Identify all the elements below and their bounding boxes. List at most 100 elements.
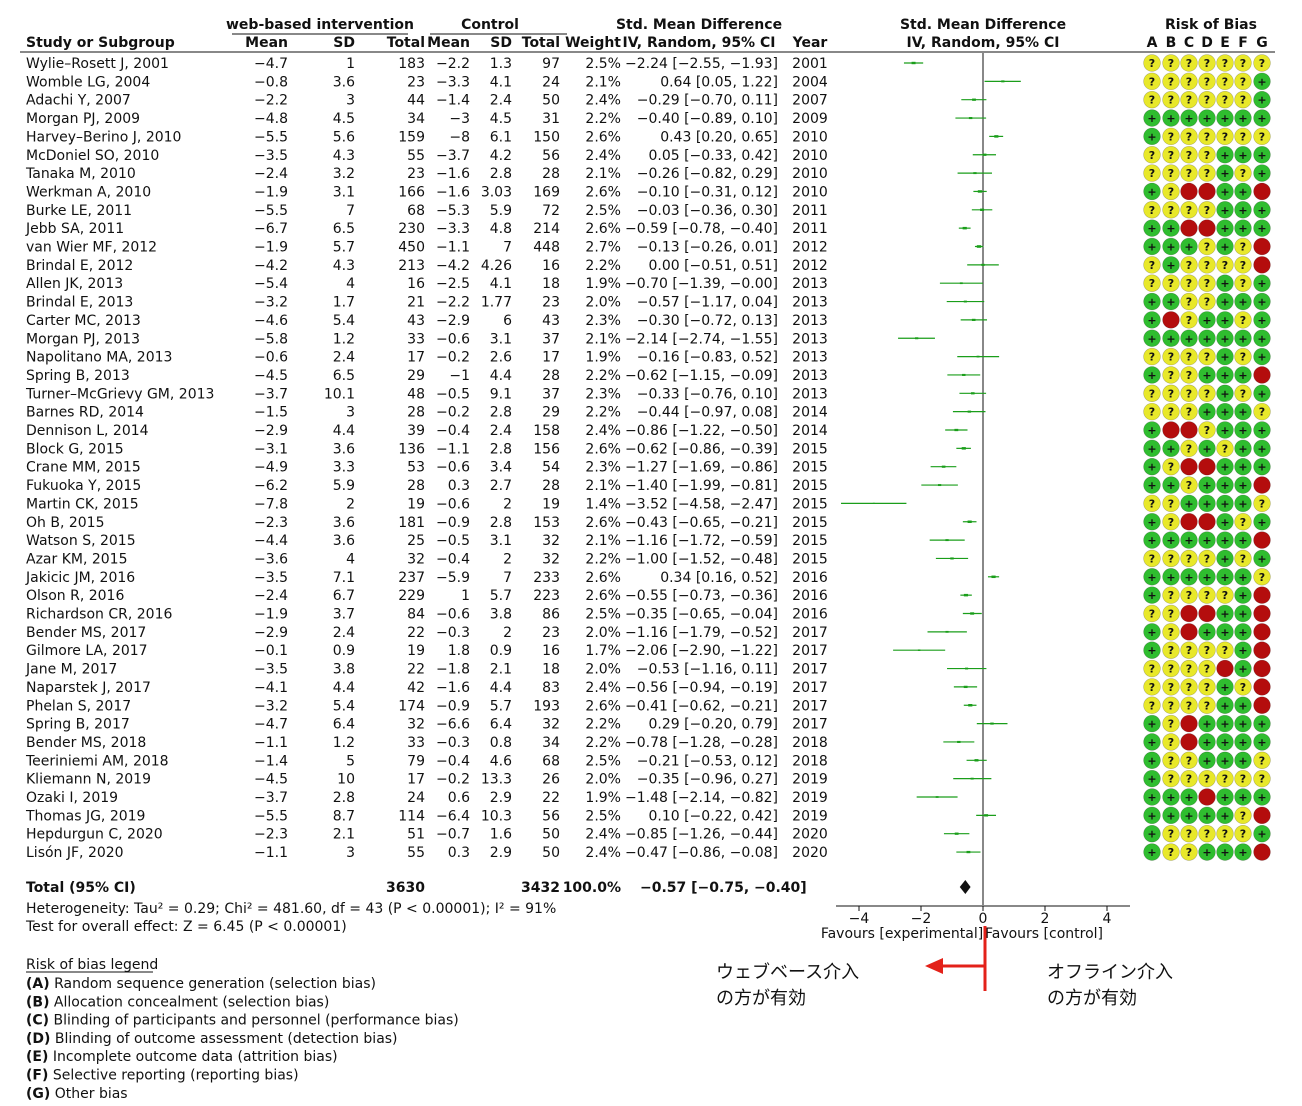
study-weight: 2.4% [585,680,621,696]
rob-dot-low [1216,476,1234,494]
rob-dot-low [1234,476,1252,494]
rob-symbol: + [1147,773,1156,786]
web-total: 33 [407,331,425,347]
rob-dot-low [1234,623,1252,641]
web-mean: −3.7 [254,790,288,806]
study-name: Jane M, 2017 [25,662,117,678]
rob-dot-unclear [1180,292,1198,311]
rob-symbol: + [1238,663,1247,676]
control-mean: −0.6 [436,460,470,476]
control-total: 37 [542,331,560,347]
web-sd: 7.1 [333,570,355,586]
study-ci: −0.53 [−1.16, 0.11] [637,662,778,678]
rob-letter-b: B [1166,35,1177,51]
point-estimate [967,410,972,413]
rob-dot-unclear [1234,54,1252,72]
point-estimate [1001,80,1005,83]
point-estimate [981,263,985,266]
point-estimate [974,759,979,762]
rob-symbol: ? [1186,149,1192,162]
control-sd: 3.8 [490,607,512,623]
rob-dot-low [1216,604,1234,623]
x-axis-label-right: Favours [control] [985,926,1103,942]
table-row: Hepdurgun C, 2020 −2.3 2.1 51 −0.7 1.6 50 2.4% −… [26,824,1271,843]
web-total: 84 [407,607,425,623]
table-row: Jebb SA, 2011 −6.7 6.5 230 −3.3 4.8 214 2.6% −0.… [25,219,1271,237]
study-weight: 2.0% [585,662,621,678]
rob-symbol: + [1238,369,1247,382]
rob-dot-low [1216,678,1234,696]
study-year: 2017 [792,698,828,714]
study-name: Morgan PJ, 2013 [26,331,140,347]
rob-dot-low [1216,494,1234,513]
rob-dot-low [1162,256,1180,274]
control-sd: 4.1 [490,276,512,292]
point-estimate [976,245,982,248]
study-weight: 2.6% [585,184,621,200]
rob-dot-high [1198,788,1216,806]
study-ci: −0.62 [−1.15, −0.09] [625,368,778,384]
rob-dot-low [1198,109,1216,127]
study-name: Allen JK, 2013 [26,276,123,292]
study-ci: −2.06 [−2.90, −1.22] [625,643,778,659]
rob-dot-unclear [1180,256,1198,274]
rob-dot-high [1253,366,1271,384]
control-total: 193 [533,698,560,714]
rob-symbol: + [1220,204,1229,217]
rob-symbol: + [1166,809,1175,822]
rob-letter-f: F [1238,35,1248,51]
rob-dot-low [1216,201,1234,219]
rob-symbol: ? [1186,314,1192,327]
web-sd: 5.9 [333,478,355,494]
rob-symbol: + [1257,314,1266,327]
rob-symbol: ? [1222,130,1228,143]
web-total: 23 [407,166,425,182]
point-estimate [957,740,961,743]
study-year: 2015 [792,478,828,494]
rob-dot-unclear [1253,402,1271,421]
point-estimate [977,190,982,193]
rob-symbol: + [1238,222,1247,235]
study-name: Morgan PJ, 2009 [26,111,140,127]
rob-dot-low [1234,586,1252,604]
study-weight: 2.3% [585,460,621,476]
study-year: 2020 [792,827,828,843]
rob-dot-unclear [1162,623,1180,641]
rob-symbol: + [1147,479,1156,492]
rob-symbol: ? [1240,387,1246,400]
rob-dot-unclear [1162,659,1180,678]
rob-dot-low [1253,788,1271,806]
web-mean: −3.5 [254,662,288,678]
rob-symbol: + [1184,332,1193,345]
control-sd: 2.8 [490,405,512,421]
rob-dot-low [1234,201,1252,219]
control-mean: 1.8 [448,643,470,659]
study-year: 2010 [792,184,828,200]
overall-effect-text: Test for overall effect: Z = 6.45 (P < 0… [25,919,347,935]
control-mean: −0.9 [436,698,470,714]
rob-symbol: + [1202,314,1211,327]
study-ci: −0.35 [−0.65, −0.04] [625,607,778,623]
control-sd: 3.4 [490,460,512,476]
control-total: 83 [542,680,560,696]
web-total: 22 [407,662,425,678]
rob-dot-low [1143,769,1161,788]
rob-symbol: + [1220,296,1229,309]
rob-dot-low [1216,274,1234,292]
rob-dot-unclear [1180,402,1198,421]
rob-dot-unclear [1198,72,1216,91]
study-weight: 2.2% [585,111,621,127]
point-estimate [945,630,949,633]
study-year: 2004 [792,74,828,90]
rob-dot-low [1162,568,1180,586]
rob-dot-low [1216,421,1234,439]
control-sd: 0.8 [490,735,512,751]
study-ci: −0.40 [−0.89, 0.10] [637,111,778,127]
study-weight: 2.6% [585,588,621,604]
rob-dot-unclear [1180,769,1198,788]
rob-dot-unclear [1143,384,1161,402]
header-mean-control: Mean [427,35,470,51]
web-sd: 5.6 [333,129,355,145]
rob-dot-low [1216,733,1234,751]
study-year: 2015 [792,460,828,476]
